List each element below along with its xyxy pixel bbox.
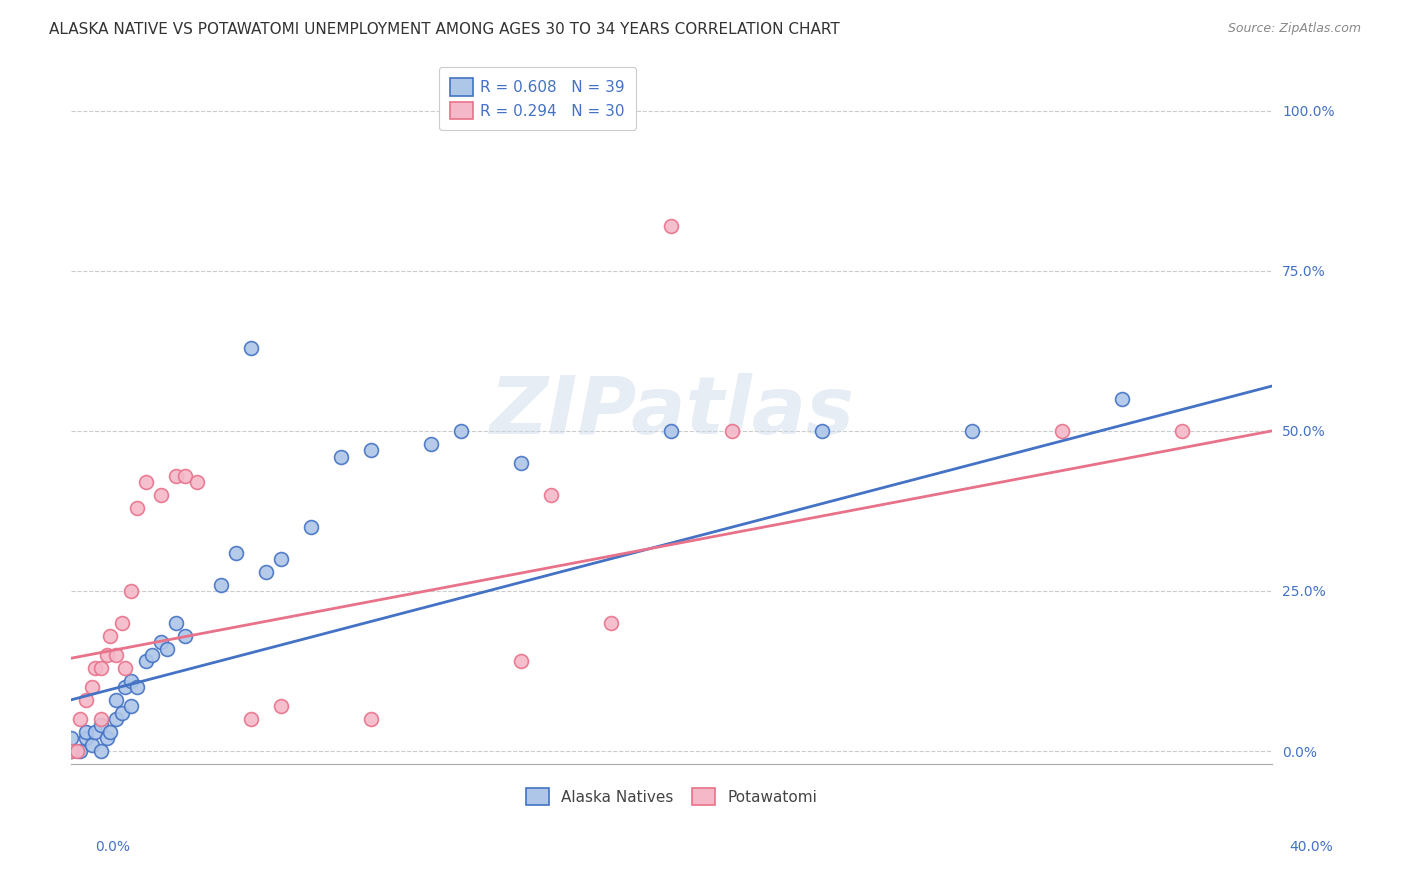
Point — [330, 450, 353, 464]
Point — [150, 635, 173, 649]
Text: Source: ZipAtlas.com: Source: ZipAtlas.com — [1227, 22, 1361, 36]
Point — [69, 744, 91, 758]
Point — [135, 654, 157, 668]
Point — [60, 744, 83, 758]
Point — [156, 641, 179, 656]
Point — [600, 615, 623, 630]
Point — [111, 706, 134, 720]
Point — [240, 341, 263, 355]
Point — [1170, 424, 1192, 438]
Point — [174, 468, 197, 483]
Point — [84, 724, 107, 739]
Point — [661, 424, 683, 438]
Point — [82, 738, 104, 752]
Point — [69, 712, 91, 726]
Point — [84, 661, 107, 675]
Point — [114, 680, 136, 694]
Text: 40.0%: 40.0% — [1289, 840, 1333, 855]
Point — [270, 699, 292, 714]
Point — [240, 712, 263, 726]
Point — [540, 488, 562, 502]
Point — [165, 468, 187, 483]
Point — [661, 219, 683, 233]
Point — [90, 712, 112, 726]
Point — [60, 731, 83, 746]
Point — [141, 648, 163, 662]
Point — [299, 520, 322, 534]
Point — [75, 693, 97, 707]
Point — [510, 456, 533, 470]
Point — [90, 744, 112, 758]
Point — [75, 731, 97, 746]
Point — [120, 673, 142, 688]
Point — [135, 475, 157, 490]
Point — [120, 699, 142, 714]
Point — [66, 744, 89, 758]
Point — [174, 629, 197, 643]
Point — [1111, 392, 1133, 406]
Point — [60, 744, 83, 758]
Point — [98, 629, 121, 643]
Point — [82, 680, 104, 694]
Point — [105, 693, 128, 707]
Point — [75, 724, 97, 739]
Point — [90, 718, 112, 732]
Point — [165, 615, 187, 630]
Point — [98, 724, 121, 739]
Point — [225, 545, 247, 559]
Point — [96, 731, 118, 746]
Point — [111, 615, 134, 630]
Point — [96, 648, 118, 662]
Point — [209, 577, 232, 591]
Point — [1050, 424, 1073, 438]
Point — [510, 654, 533, 668]
Point — [105, 648, 128, 662]
Point — [127, 680, 149, 694]
Point — [254, 565, 277, 579]
Point — [114, 661, 136, 675]
Point — [150, 488, 173, 502]
Point — [270, 552, 292, 566]
Point — [420, 436, 443, 450]
Text: 0.0%: 0.0% — [96, 840, 131, 855]
Point — [360, 712, 382, 726]
Point — [90, 661, 112, 675]
Point — [105, 712, 128, 726]
Point — [360, 443, 382, 458]
Point — [960, 424, 983, 438]
Point — [810, 424, 832, 438]
Text: ZIPatlas: ZIPatlas — [489, 373, 853, 450]
Legend: Alaska Natives, Potawatomi: Alaska Natives, Potawatomi — [516, 777, 828, 816]
Point — [450, 424, 472, 438]
Text: ALASKA NATIVE VS POTAWATOMI UNEMPLOYMENT AMONG AGES 30 TO 34 YEARS CORRELATION C: ALASKA NATIVE VS POTAWATOMI UNEMPLOYMENT… — [49, 22, 839, 37]
Point — [186, 475, 208, 490]
Point — [720, 424, 742, 438]
Point — [127, 500, 149, 515]
Point — [120, 584, 142, 599]
